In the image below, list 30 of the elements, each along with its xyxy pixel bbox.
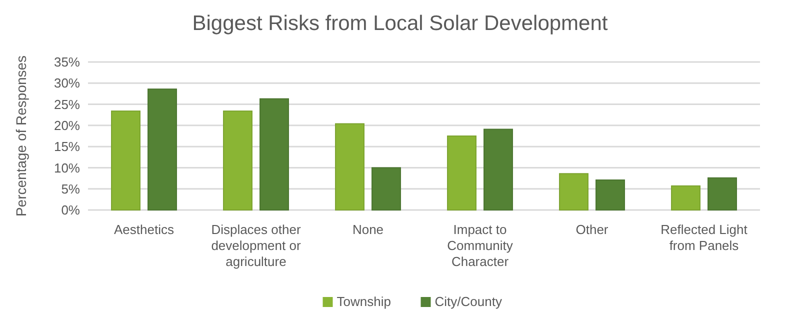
bar — [596, 179, 625, 210]
y-tick-label: 0% — [61, 202, 80, 218]
x-tick-label: Displaces other development or agriculture — [211, 222, 302, 269]
x-tick-label: Impact to Community Character — [447, 222, 514, 269]
bar — [671, 185, 700, 210]
bar — [559, 173, 588, 210]
y-tick-label: 10% — [54, 160, 80, 176]
bar — [708, 177, 737, 210]
x-tick-label: Other — [576, 222, 609, 237]
y-axis-title: Percentage of Responses — [13, 55, 29, 217]
chart-title: Biggest Risks from Local Solar Development — [192, 12, 608, 35]
y-tick-label: 15% — [54, 139, 80, 154]
y-tick-label: 30% — [54, 76, 80, 91]
bar — [335, 123, 364, 210]
y-tick-label: 20% — [54, 118, 80, 133]
x-tick-label: None — [352, 222, 384, 237]
x-tick-label: Aesthetics — [114, 222, 174, 237]
legend-label: Township — [336, 294, 391, 309]
bar — [111, 110, 140, 210]
bar — [484, 128, 513, 210]
bar — [372, 167, 401, 210]
x-tick-label: Reflected Light from Panels — [660, 222, 748, 253]
legend-label: City/County — [434, 294, 502, 309]
y-tick-label: 25% — [54, 96, 80, 112]
bar — [148, 88, 177, 210]
y-tick-label: 5% — [61, 181, 80, 196]
y-tick-label: 35% — [54, 54, 80, 70]
bar — [447, 136, 476, 210]
bar — [223, 110, 252, 210]
bar — [260, 98, 289, 210]
